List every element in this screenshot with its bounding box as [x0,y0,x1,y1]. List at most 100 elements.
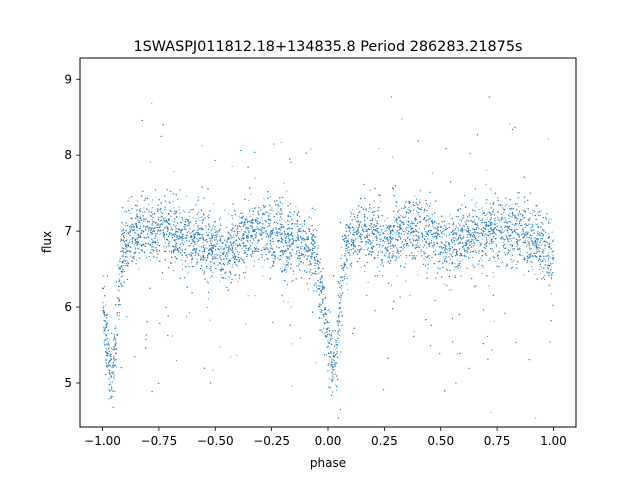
data-point [111,372,114,374]
data-point [254,295,256,297]
data-point [426,247,428,249]
data-point [213,236,216,239]
data-point [406,229,408,231]
data-point [314,208,316,211]
data-point [461,237,463,239]
data-point [319,311,321,313]
data-point [471,228,473,230]
data-point [512,214,514,217]
data-point [200,227,203,229]
data-point [478,219,480,221]
data-point [316,290,318,292]
data-point [230,356,232,358]
data-point [301,225,304,227]
data-point [382,275,384,277]
data-point [128,197,130,199]
data-point [143,217,145,219]
data-point [358,251,360,253]
data-point [129,229,131,231]
data-point [201,256,203,258]
data-point [371,246,373,248]
data-point [488,259,490,262]
data-point [139,207,142,210]
data-point [510,208,512,210]
data-point [471,199,473,201]
data-point [541,260,543,262]
data-point [386,217,388,219]
data-point [395,238,397,240]
data-point [525,234,528,236]
data-point [219,268,221,270]
data-point [268,212,270,214]
data-point [233,236,235,238]
data-point [372,225,374,228]
data-point [373,226,375,228]
data-point [188,230,190,232]
data-point [314,228,316,230]
data-point [388,228,391,231]
data-point [457,230,460,232]
data-point [281,203,284,205]
data-point [289,246,291,248]
data-point [297,233,299,236]
data-point [201,216,203,218]
data-point [111,381,114,383]
data-point [314,259,317,261]
data-point [284,221,287,224]
data-point [540,244,542,246]
data-point [542,233,544,235]
data-point [542,248,544,250]
data-point [461,258,464,260]
data-point [343,265,346,267]
data-point [385,252,387,254]
data-point [133,244,135,246]
data-point [381,250,384,252]
data-point [485,236,488,238]
data-point [319,285,321,287]
data-point [130,250,132,253]
data-point [239,226,242,228]
data-point [328,359,330,361]
data-point [406,256,408,259]
data-point [504,219,507,221]
data-point [182,263,184,265]
data-point [346,248,349,250]
data-point [135,259,137,261]
data-point [376,266,378,269]
data-point [363,249,365,251]
data-point [505,235,508,237]
data-point [127,231,129,233]
data-point [420,206,422,209]
data-point [524,231,527,234]
data-point [394,232,396,234]
data-point [151,227,153,229]
data-point [120,241,122,243]
data-point [273,254,275,257]
data-point [105,343,108,345]
data-point [178,206,180,208]
data-point [552,254,554,256]
data-point [240,229,243,231]
data-point [323,293,325,295]
data-point [212,228,214,230]
data-point [320,276,322,279]
data-point [104,314,106,317]
data-point [456,226,458,228]
data-point [362,228,364,230]
data-point [290,306,292,308]
data-point [247,249,249,252]
data-point [348,238,350,240]
data-point [482,213,484,215]
data-point [360,266,362,268]
data-point [279,268,282,270]
data-point [128,231,131,233]
data-point [131,228,133,230]
data-point [403,222,405,224]
data-point [280,141,282,143]
data-point [219,216,222,219]
data-point [383,241,386,243]
data-point [345,257,347,259]
data-point [148,204,150,206]
data-point [310,148,312,150]
data-point [190,254,192,256]
